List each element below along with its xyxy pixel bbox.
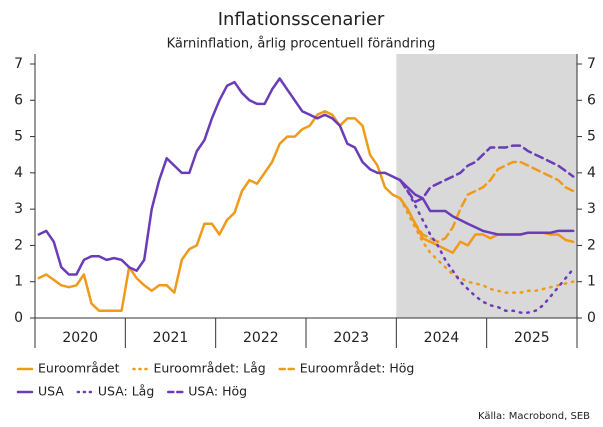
y-tick-label: 3 [14, 201, 23, 217]
legend-label: USA: Låg [98, 384, 154, 399]
y2-tick-label: 3 [587, 201, 596, 217]
y-tick-label: 6 [14, 92, 23, 108]
legend-label: Euroområdet [38, 361, 120, 376]
y-tick-label: 4 [14, 165, 23, 181]
y2-tick-label: 2 [587, 237, 596, 253]
series-line [37, 77, 575, 276]
y-tick-label: 0 [14, 310, 23, 326]
series-line [37, 109, 575, 312]
legend-label: Euroområdet: Hög [300, 361, 415, 376]
series-line [398, 144, 575, 204]
legend-label: USA: Hög [188, 384, 247, 399]
y-tick-label: 1 [14, 274, 23, 290]
x-tick-label: 2022 [243, 330, 279, 346]
series-line [398, 178, 575, 314]
y-tick-label: 2 [14, 237, 23, 253]
y2-tick-label: 4 [587, 165, 596, 181]
series-line [398, 197, 575, 294]
x-tick-label: 2023 [333, 330, 369, 346]
source: Källa: Macrobond, SEB [478, 411, 590, 422]
forecast-shade [396, 54, 577, 318]
y-tick-label: 7 [14, 56, 23, 72]
chart-subtitle: Kärninflation, årlig procentuell förändr… [167, 37, 436, 52]
chart-title: Inflationsscenarier [218, 9, 385, 30]
x-tick-label: 2021 [153, 330, 189, 346]
legend-label: USA [38, 384, 64, 399]
x-tick-label: 2020 [62, 330, 98, 346]
y2-tick-label: 7 [587, 56, 596, 72]
series-line [398, 160, 575, 244]
y2-tick-label: 1 [587, 274, 596, 290]
legend-label: Euroområdet: Låg [153, 361, 265, 376]
y2-tick-label: 5 [587, 129, 596, 145]
y-tick-label: 5 [14, 129, 23, 145]
x-tick-label: 2024 [424, 330, 460, 346]
y2-tick-label: 6 [587, 92, 596, 108]
y2-tick-label: 0 [587, 310, 596, 326]
x-tick-label: 2025 [514, 330, 550, 346]
